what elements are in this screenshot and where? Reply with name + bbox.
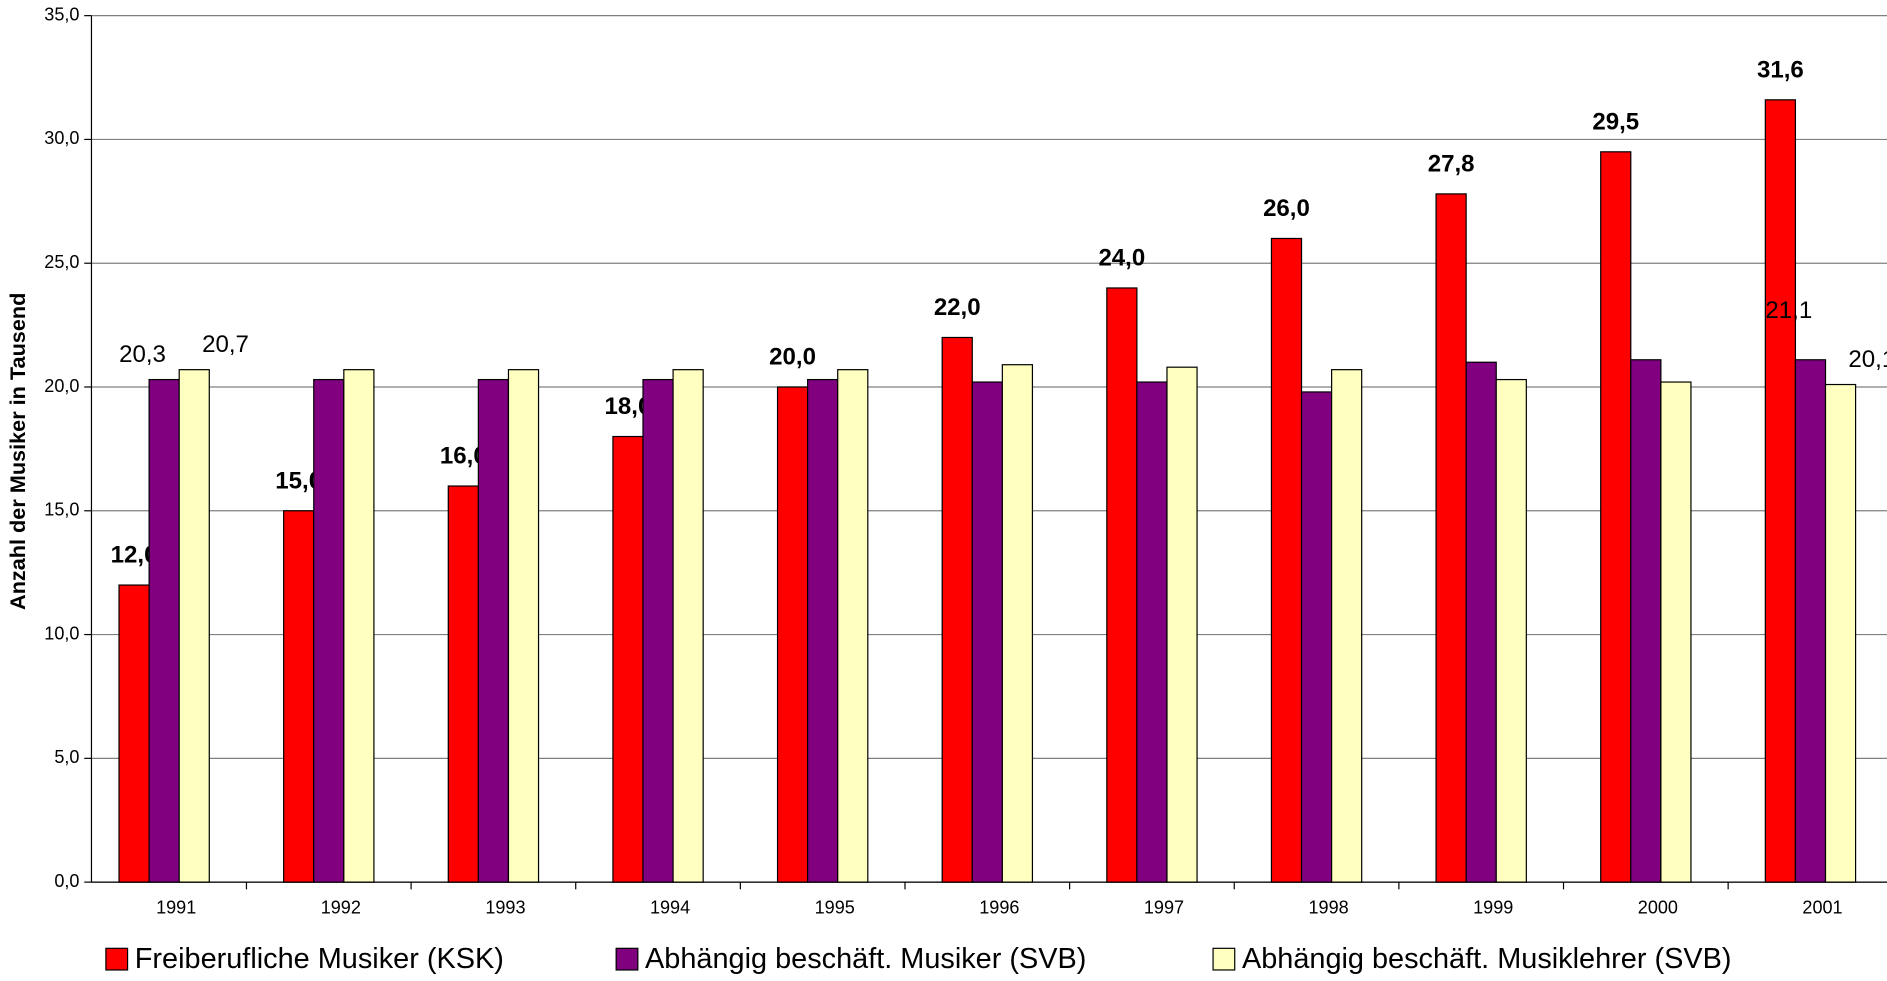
x-tick-label: 1992: [321, 897, 361, 917]
bar: [313, 378, 345, 883]
x-tick-label: 1997: [1144, 897, 1184, 917]
bar: [837, 369, 869, 883]
bar: [283, 510, 315, 883]
y-tick-label: 15,0: [44, 500, 79, 520]
y-tick-label: 0,0: [54, 871, 79, 891]
bar: [1630, 359, 1662, 883]
data-label: 20,3: [119, 341, 166, 368]
bar: [477, 378, 510, 883]
x-tick-label: 1993: [485, 897, 525, 917]
bar: [1331, 369, 1363, 883]
bar: [672, 369, 704, 883]
legend-label: Freiberufliche Musiker (KSK): [135, 943, 504, 975]
bar: [118, 584, 150, 883]
bar: [807, 378, 839, 883]
bar: [1300, 391, 1333, 883]
legend-swatch: [1212, 947, 1236, 971]
bar: [1270, 237, 1303, 883]
data-label: 20,7: [202, 331, 249, 358]
x-tick-label: 2001: [1802, 897, 1842, 917]
x-tick-label: 1998: [1309, 897, 1349, 917]
data-label: 21,1: [1765, 297, 1812, 324]
bar: [1136, 381, 1168, 883]
x-tick-label: 1994: [650, 897, 690, 917]
data-label: 20,0: [769, 343, 816, 370]
bar: [1001, 364, 1034, 883]
bar: [971, 381, 1003, 883]
data-label: 22,0: [934, 294, 981, 321]
bar: [148, 378, 180, 883]
x-tick-label: 2000: [1638, 897, 1678, 917]
bar: [612, 435, 644, 883]
y-tick-label: 10,0: [44, 623, 79, 643]
bar: [941, 336, 973, 883]
bar: [1660, 381, 1692, 883]
bar: [1600, 151, 1632, 883]
x-tick-label: 1999: [1473, 897, 1513, 917]
x-tick-label: 1991: [156, 897, 196, 917]
y-tick-label: 5,0: [54, 747, 79, 767]
bar: [343, 369, 375, 883]
legend-swatch: [615, 947, 639, 971]
bar: [1435, 193, 1467, 883]
data-label: 29,5: [1592, 108, 1639, 135]
bar: [1824, 383, 1857, 883]
bar: [507, 369, 540, 883]
legend-swatch: [105, 947, 129, 971]
bar: [1495, 378, 1527, 883]
legend-label: Abhängig beschäft. Musiklehrer (SVB): [1242, 943, 1732, 975]
bar: [642, 378, 674, 883]
x-tick-label: 1995: [815, 897, 855, 917]
bar: [1106, 287, 1138, 883]
legend-label: Abhängig beschäft. Musiker (SVB): [645, 943, 1086, 975]
bar: [1794, 359, 1827, 883]
bar: [776, 386, 809, 883]
data-label: 26,0: [1263, 195, 1310, 222]
bar: [1764, 99, 1797, 883]
y-tick-label: 25,0: [44, 252, 79, 272]
y-tick-label: 35,0: [44, 4, 79, 24]
y-tick-label: 30,0: [44, 128, 79, 148]
bar: [447, 485, 479, 883]
bar: [1465, 361, 1497, 883]
data-label: 20,1: [1848, 346, 1887, 373]
data-label: 31,6: [1757, 56, 1804, 83]
bar: [178, 369, 210, 883]
bar: [1166, 366, 1198, 883]
data-label: 24,0: [1098, 244, 1145, 271]
x-tick-label: 1996: [979, 897, 1019, 917]
data-label: 27,8: [1428, 150, 1475, 177]
y-axis-title: Anzahl der Musiker in Tausend: [5, 293, 30, 610]
y-tick-label: 20,0: [44, 376, 79, 396]
